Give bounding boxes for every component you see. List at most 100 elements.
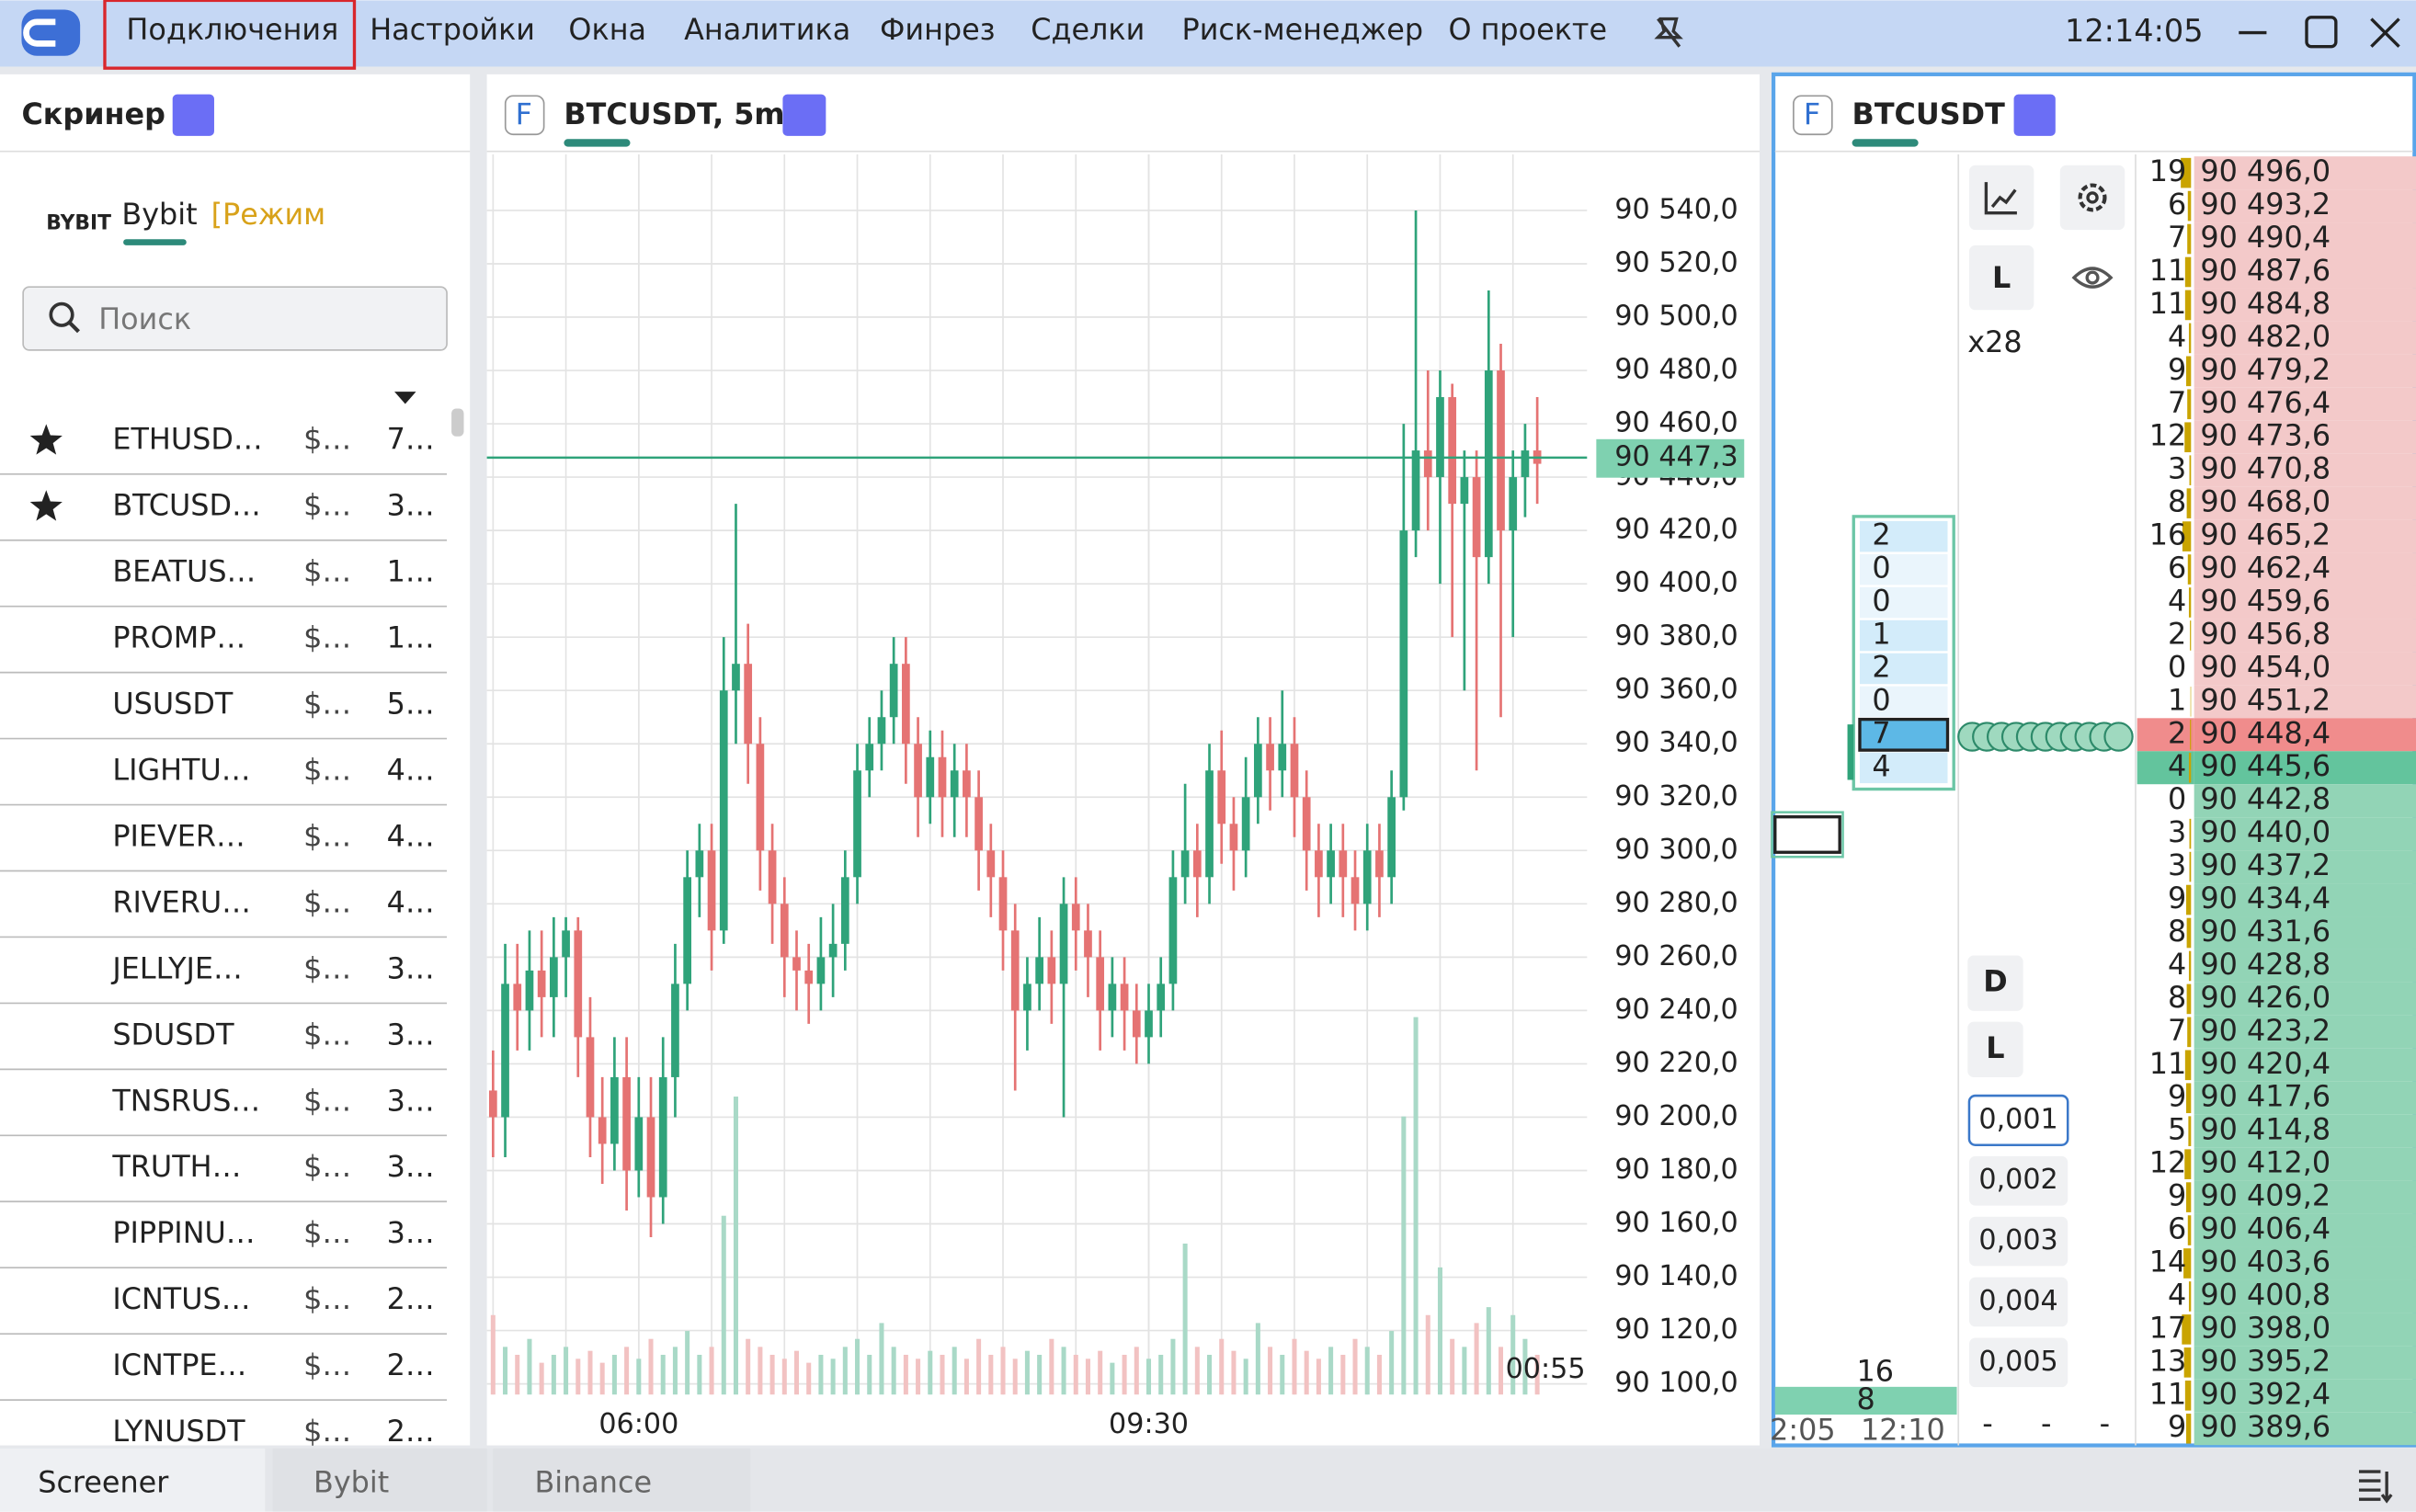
close[interactable]	[2370, 17, 2400, 48]
price-level[interactable]: 90 462,4	[2200, 551, 2331, 585]
menu-item[interactable]: Финрез	[880, 12, 996, 47]
price-level[interactable]: 90 465,2	[2200, 517, 2331, 552]
symbol[interactable]: LYNUSDT	[112, 1414, 245, 1449]
symbol[interactable]: ICNTPE…	[112, 1347, 246, 1382]
y-tick-label: 90 120,0	[1614, 1313, 1738, 1346]
price-level[interactable]: 90 451,2	[2200, 682, 2331, 717]
price-level[interactable]: 90 426,0	[2200, 980, 2331, 1015]
color-swatch[interactable]	[172, 94, 214, 136]
volume-bar	[1255, 1323, 1260, 1395]
volume-bar	[1498, 1347, 1504, 1395]
price-level[interactable]: 90 442,8	[2200, 781, 2331, 816]
list-icon[interactable]	[2358, 1470, 2393, 1504]
candle-body	[902, 664, 910, 745]
chart-icon	[1984, 182, 2017, 215]
menu-item[interactable]: Риск-менеджер	[1182, 12, 1424, 47]
step-button[interactable]	[1968, 1337, 2068, 1388]
qty-bar	[2186, 1083, 2192, 1114]
favorite-star[interactable]	[29, 490, 63, 521]
symbol[interactable]: RIVERU…	[112, 884, 251, 919]
price-level[interactable]: 90 493,2	[2200, 187, 2331, 222]
price-level[interactable]: 90 484,8	[2200, 286, 2331, 321]
price-level[interactable]: 90 476,4	[2200, 385, 2331, 420]
symbol[interactable]: ETHUSD…	[112, 422, 262, 457]
menu-item[interactable]: Окна	[568, 12, 646, 47]
symbol[interactable]: SDUSDT	[112, 1017, 234, 1052]
price-level[interactable]: 90 448,4	[2200, 715, 2331, 750]
price-level[interactable]: 90 496,0	[2200, 153, 2331, 188]
price-level[interactable]: 90 428,8	[2200, 947, 2331, 982]
price-level[interactable]: 90 392,4	[2200, 1376, 2331, 1411]
price-level[interactable]: 90 473,6	[2200, 418, 2331, 453]
price-level[interactable]: 90 417,6	[2200, 1079, 2331, 1114]
y-tick-label: 90 420,0	[1614, 514, 1738, 546]
symbol[interactable]: BTCUSD…	[112, 488, 260, 523]
mode-label[interactable]: [Режим	[211, 197, 326, 232]
price-level[interactable]: 90 454,0	[2200, 649, 2331, 684]
symbol[interactable]: ICNTUS…	[112, 1281, 250, 1316]
price-level[interactable]: 90 487,6	[2200, 253, 2331, 288]
price-level[interactable]: 90 445,6	[2200, 748, 2331, 783]
step-button[interactable]	[1968, 1277, 2068, 1327]
symbol[interactable]: LIGHTU…	[112, 753, 250, 788]
symbol[interactable]: TNSRUS…	[111, 1083, 260, 1118]
price-level[interactable]: 90 395,2	[2200, 1343, 2331, 1378]
price-level[interactable]: 90 437,2	[2200, 847, 2331, 882]
price-level[interactable]: 90 414,8	[2200, 1112, 2331, 1147]
price-level[interactable]: 90 440,0	[2200, 814, 2331, 849]
menu-item[interactable]: Аналитика	[684, 12, 850, 47]
side-button[interactable]	[1967, 955, 2023, 1011]
price-level[interactable]: 90 490,4	[2200, 220, 2331, 255]
volume-bar	[903, 1354, 908, 1395]
price-level[interactable]: 90 431,6	[2200, 914, 2331, 949]
menu-item[interactable]: О проекте	[1448, 12, 1607, 47]
scrollbar[interactable]	[451, 408, 464, 437]
step-button[interactable]	[1967, 1094, 2069, 1146]
side-button[interactable]	[1967, 1021, 2023, 1077]
color-swatch[interactable]	[782, 94, 826, 136]
price-level[interactable]: 90 468,0	[2200, 484, 2331, 519]
symbol[interactable]: PROMP…	[112, 620, 245, 655]
exchange-tab[interactable]: Bybit	[121, 197, 197, 232]
eye-icon[interactable]	[2071, 267, 2114, 289]
bottom-tab[interactable]: Bybit	[313, 1464, 389, 1499]
symbol[interactable]: JELLYJE…	[110, 950, 243, 985]
sort-arrow[interactable]	[394, 392, 416, 404]
price-level[interactable]: 90 406,4	[2200, 1211, 2331, 1246]
menu-item[interactable]: Подключения	[126, 12, 338, 47]
price-level[interactable]: 90 409,2	[2200, 1178, 2331, 1213]
price-level[interactable]: 90 470,8	[2200, 451, 2331, 486]
price-level[interactable]: 90 479,2	[2200, 352, 2331, 387]
bottom-tab[interactable]: Binance	[534, 1464, 652, 1499]
step-button[interactable]	[1968, 1155, 2068, 1206]
price-level[interactable]: 90 423,2	[2200, 1013, 2331, 1048]
candle-body	[1436, 397, 1444, 478]
settings-button[interactable]	[2059, 165, 2125, 231]
price-level[interactable]: 90 412,0	[2200, 1145, 2331, 1180]
symbol[interactable]: PIPPINU…	[112, 1215, 255, 1250]
symbol[interactable]: TRUTH…	[111, 1149, 241, 1184]
maximize[interactable]	[2305, 16, 2338, 49]
bottom-tab[interactable]: Screener	[38, 1464, 169, 1499]
price-level[interactable]: 90 398,0	[2200, 1310, 2331, 1345]
l-button[interactable]	[1968, 244, 2034, 311]
price-level[interactable]: 90 459,6	[2200, 583, 2331, 618]
price-level[interactable]: 90 403,6	[2200, 1244, 2331, 1279]
search-box[interactable]	[22, 286, 448, 351]
favorite-star[interactable]	[29, 424, 63, 455]
price-level[interactable]: 90 420,4	[2200, 1046, 2331, 1081]
symbol[interactable]: BEATUS…	[112, 554, 256, 589]
symbol[interactable]: PIEVER…	[112, 818, 245, 853]
price-level[interactable]: 90 400,8	[2200, 1277, 2331, 1312]
menu-item[interactable]: Настройки	[370, 12, 535, 47]
price-level[interactable]: 90 482,0	[2200, 319, 2331, 354]
price-level[interactable]: 90 434,4	[2200, 881, 2331, 915]
step-button[interactable]	[1968, 1216, 2068, 1267]
price-level[interactable]: 90 389,6	[2200, 1409, 2331, 1444]
price-level[interactable]: 90 456,8	[2200, 616, 2331, 651]
menu-item[interactable]: Сделки	[1031, 12, 1145, 47]
color-swatch[interactable]	[2013, 94, 2056, 136]
candle-body	[634, 1117, 644, 1171]
pin-icon[interactable]	[1654, 17, 1683, 48]
symbol[interactable]: USUSDT	[112, 687, 234, 722]
